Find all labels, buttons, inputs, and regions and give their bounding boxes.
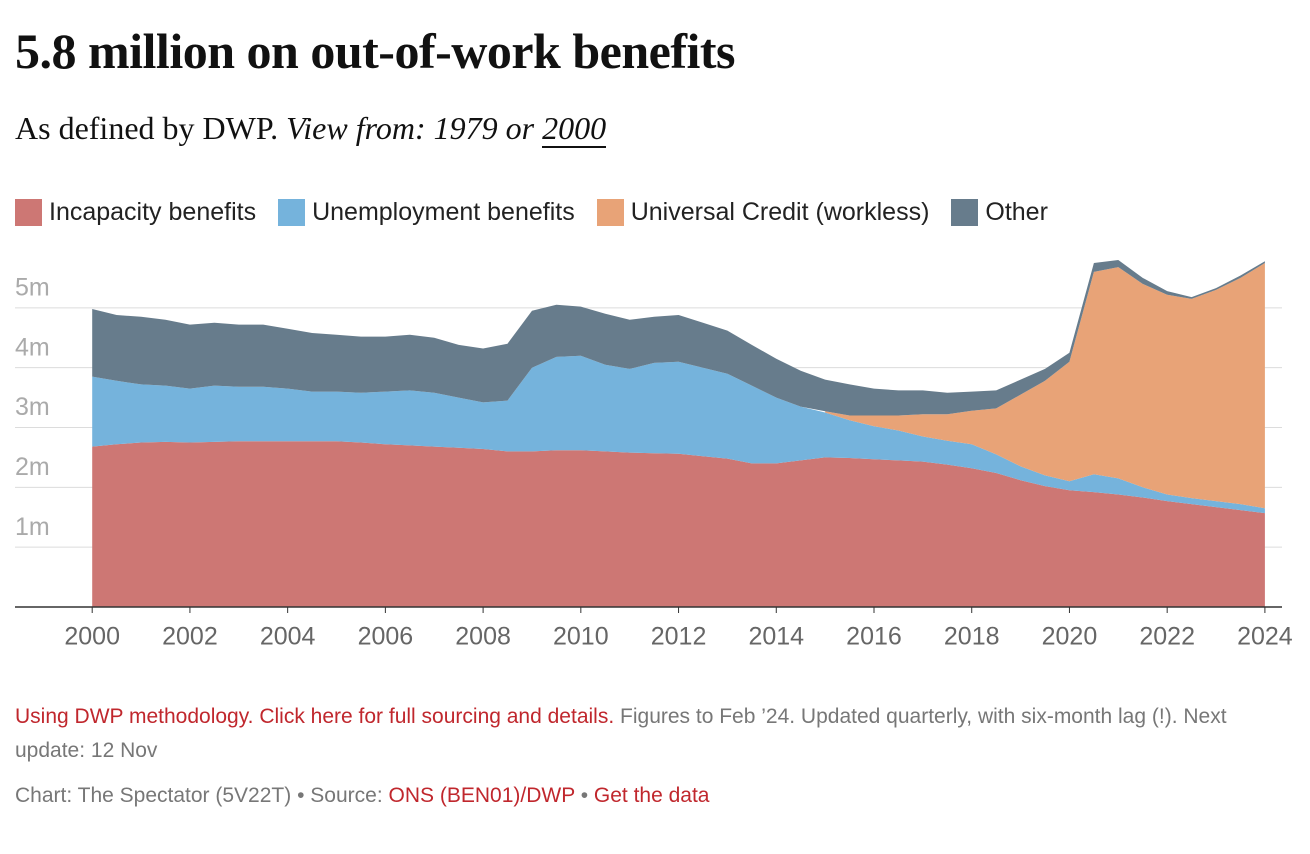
legend-swatch <box>596 199 624 226</box>
title: 5.8 million on out-of-work benefits <box>15 23 736 79</box>
x-tick-label: 2022 <box>1139 623 1195 651</box>
x-tick-label: 2000 <box>64 623 120 651</box>
x-tick-label: 2010 <box>553 623 609 651</box>
legend-label: Incapacity benefits <box>49 198 257 226</box>
y-tick-label: 2m <box>15 453 50 481</box>
area <box>92 355 1265 514</box>
area <box>825 263 1265 509</box>
y-tick-label: 5m <box>15 273 50 301</box>
x-tick-label: 2018 <box>944 623 1000 651</box>
legend-label: Universal Credit (workless) <box>630 198 930 226</box>
x-tick-label: 2002 <box>162 623 218 651</box>
area <box>92 441 1265 607</box>
separator: • <box>297 784 305 807</box>
x-tick-label: 2016 <box>846 623 902 651</box>
methodology-link[interactable]: Using DWP methodology. Click here for fu… <box>15 705 615 728</box>
subtitle-or: or <box>505 110 535 146</box>
credit: Chart: The Spectator (5V22T) • Source: O… <box>15 784 709 808</box>
view-option[interactable]: 2000 <box>542 110 607 148</box>
x-tick-label: 2006 <box>358 623 414 651</box>
subtitle: As defined by DWP. View from: 1979 or 20… <box>15 110 607 148</box>
view-option[interactable]: 1979 <box>433 110 498 146</box>
area <box>92 260 1265 416</box>
y-tick-label: 4m <box>15 333 50 361</box>
view-from: View from: <box>286 110 426 146</box>
legend-item: Unemployment benefits <box>278 198 575 227</box>
note: Using DWP methodology. Click here for fu… <box>15 700 1290 768</box>
x-tick-label: 2020 <box>1042 623 1098 651</box>
legend-swatch <box>278 199 306 226</box>
x-tick-label: 2012 <box>651 623 707 651</box>
legend: Incapacity benefits Unemployment benefits… <box>15 198 1048 227</box>
separator: • <box>580 784 589 807</box>
x-tick-label: 2008 <box>455 623 511 651</box>
legend-item: Other <box>951 198 1048 227</box>
x-tick-label: 2004 <box>260 623 316 651</box>
legend-item: Incapacity benefits <box>15 198 256 227</box>
subtitle-text: As defined by DWP. <box>15 110 279 146</box>
x-tick-label: 2024 <box>1237 623 1293 651</box>
legend-swatch <box>15 199 42 226</box>
x-tick-label: 2014 <box>748 623 804 651</box>
note-text: Figures to Feb ’24. Updated quarterly, w… <box>15 705 1227 762</box>
y-tick-label: 1m <box>15 513 50 541</box>
chart: 1m 2m 3m 4m 5m 2000 2002 2004 2006 2008 2010 2012 20… <box>15 260 1293 651</box>
source-link[interactable]: ONS (BEN01)/DWP <box>388 784 575 807</box>
get-data-link[interactable]: Get the data <box>593 784 710 807</box>
legend-label: Unemployment benefits <box>312 198 575 226</box>
legend-item: Universal Credit (workless) <box>596 198 930 227</box>
source-label: Source: <box>310 784 383 807</box>
credit-text: Chart: The Spectator (5V22T) <box>15 784 292 807</box>
y-tick-label: 3m <box>15 393 50 421</box>
legend-swatch <box>951 199 979 226</box>
legend-label: Other <box>985 198 1048 226</box>
